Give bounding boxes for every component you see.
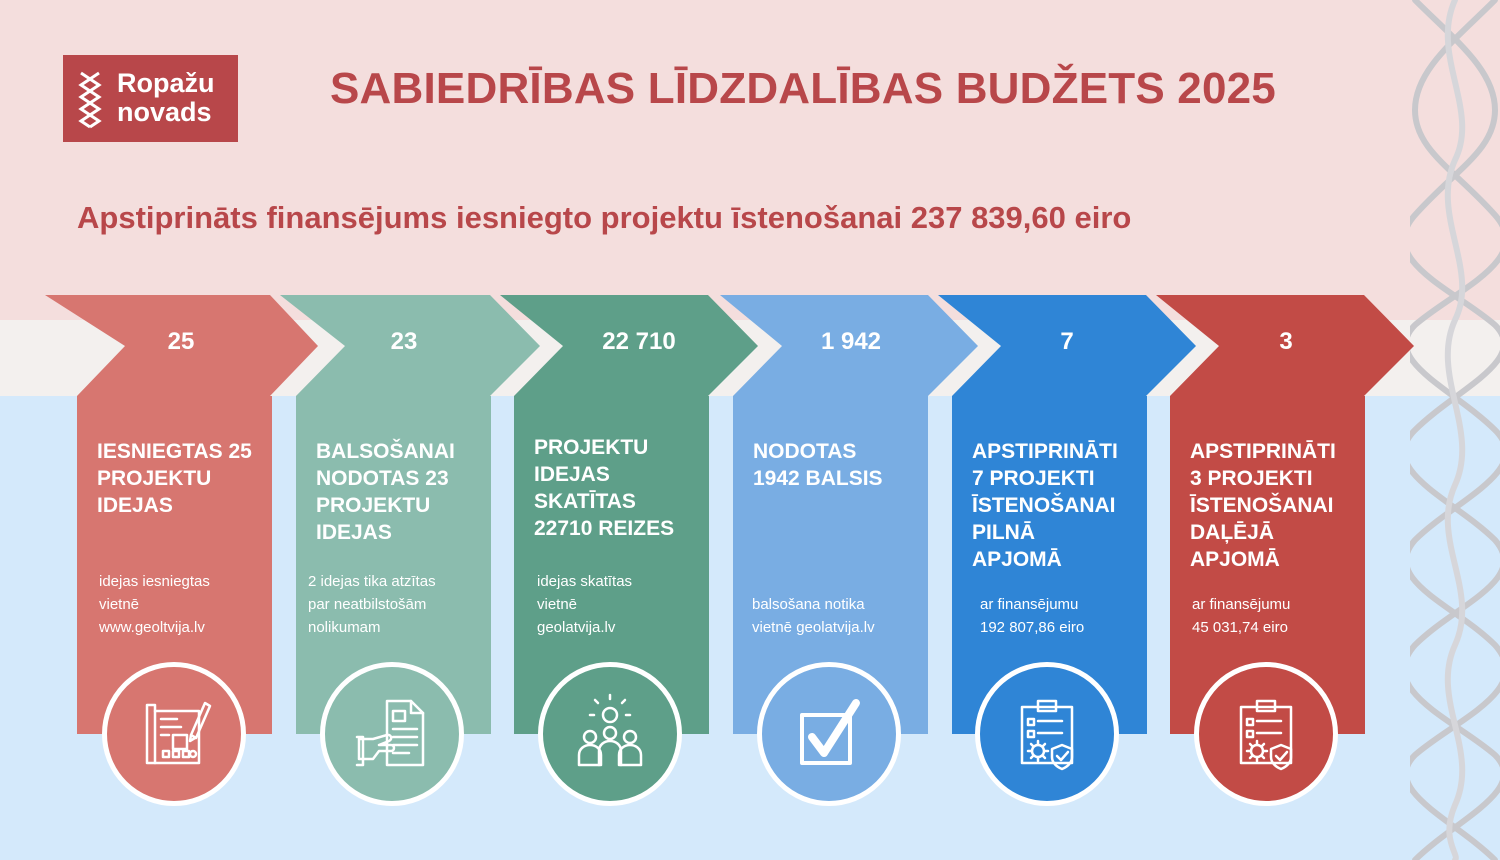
heading-line: NODOTAS 23 — [316, 467, 449, 490]
heading-line: DAĻĒJĀ — [1190, 521, 1275, 544]
step-5-number: 7 — [1060, 328, 1074, 355]
heading-line: IESNIEGTAS 25 — [97, 440, 252, 463]
heading-line: PROJEKTU — [316, 494, 431, 517]
desc-line: balsošana notika — [752, 596, 865, 613]
heading-line: 3 PROJEKTI — [1190, 467, 1313, 490]
heading-line: NODOTAS — [753, 440, 857, 463]
desc-line: idejas skatītas — [537, 573, 633, 590]
desc-line: www.geoltvija.lv — [99, 619, 205, 636]
heading-line: PROJEKTU — [97, 467, 212, 490]
step-6-number: 3 — [1279, 328, 1293, 355]
desc-line: 192 807,86 eiro — [980, 619, 1085, 636]
heading-line: APJOMĀ — [972, 548, 1062, 571]
step-3-number: 22 710 — [602, 328, 676, 355]
heading-line: APSTIPRINĀTI — [972, 440, 1118, 463]
logo-line-2: novads — [117, 97, 212, 127]
step-2-icon-circle — [320, 662, 464, 806]
heading-line: SKATĪTAS — [534, 490, 636, 513]
checkbox-icon — [800, 699, 860, 765]
arrow-step-5 — [938, 295, 1196, 396]
braid-decoration — [1410, 0, 1500, 860]
step-3-icon-circle — [538, 662, 682, 806]
step-4-number: 1 942 — [820, 328, 882, 355]
heading-line: PROJEKTU — [534, 436, 649, 459]
heading-line: PILNĀ — [972, 521, 1035, 544]
heading-line: APSTIPRINĀTI — [1190, 440, 1336, 463]
heading-line: 22710 REIZES — [534, 517, 675, 540]
people-idea-icon — [577, 693, 643, 767]
arrow-step-1 — [45, 295, 318, 396]
step-2-number: 23 — [390, 328, 418, 355]
heading-line: IDEJAS — [316, 521, 392, 544]
heading-line: BALSOŠANAI — [316, 440, 455, 463]
clipboard-gear-icon — [1239, 699, 1293, 771]
desc-line: idejas iesniegtas — [99, 573, 210, 590]
desc-line: vietnē — [99, 596, 140, 613]
step-1-icon-circle — [102, 662, 246, 806]
desc-line: vietnē geolatvija.lv — [752, 619, 875, 636]
step-5-icon-circle — [975, 662, 1119, 806]
step-5-description: ar finansējumu 192 807,86 eiro — [980, 593, 1155, 639]
logo-ornament-icon — [78, 71, 102, 129]
step-4-description: balsošana notika vietnē geolatvija.lv — [752, 593, 927, 639]
arrow-step-4 — [720, 295, 978, 396]
step-3-description: idejas skatītas vietnē geolatvija.lv — [537, 570, 712, 639]
arrow-step-3 — [500, 295, 758, 396]
step-1-heading: IESNIEGTAS 25 PROJEKTU IDEJAS — [97, 438, 272, 519]
ropazu-novads-logo: Ropažu novads — [63, 55, 238, 142]
step-6-icon-circle — [1194, 662, 1338, 806]
desc-line: 2 idejas tika atzītas — [308, 573, 436, 590]
desc-line: par neatbilstošām — [308, 596, 427, 613]
step-1-card: IESNIEGTAS 25 PROJEKTU IDEJAS idejas ies… — [77, 396, 272, 734]
step-3-heading: PROJEKTU IDEJAS SKATĪTAS 22710 REIZES — [534, 434, 709, 542]
clipboard-gear-icon — [1020, 699, 1074, 771]
step-1-number: 25 — [167, 328, 195, 355]
blueprint-drawing-icon — [145, 701, 212, 765]
step-2-heading: BALSOŠANAI NODOTAS 23 PROJEKTU IDEJAS — [316, 438, 491, 546]
arrow-step-6 — [1156, 295, 1414, 396]
step-6-description: ar finansējumu 45 031,74 eiro — [1192, 593, 1367, 639]
heading-line: IDEJAS — [534, 463, 610, 486]
desc-line: vietnē — [537, 596, 578, 613]
funding-subtitle: Apstiprināts finansējums iesniegto proje… — [77, 200, 1132, 235]
logo-line-1: Ropažu — [117, 68, 215, 98]
desc-line: ar finansējumu — [980, 596, 1079, 613]
arrow-step-2 — [280, 295, 540, 396]
heading-line: APJOMĀ — [1190, 548, 1280, 571]
desc-line: 45 031,74 eiro — [1192, 619, 1288, 636]
step-6-heading: APSTIPRINĀTI 3 PROJEKTI ĪSTENOŠANAI DAĻĒ… — [1190, 438, 1365, 573]
step-2-description: 2 idejas tika atzītas par neatbilstošām … — [308, 570, 491, 639]
desc-line: geolatvija.lv — [537, 619, 616, 636]
desc-line: nolikumam — [308, 619, 381, 636]
logo-text: Ropažu novads — [117, 69, 215, 127]
desc-line: ar finansējumu — [1192, 596, 1291, 613]
heading-line: ĪSTENOŠANAI — [1190, 494, 1334, 517]
page-title: SABIEDRĪBAS LĪDZDALĪBAS BUDŽETS 2025 — [330, 64, 1276, 113]
heading-line: 1942 BALSIS — [753, 467, 883, 490]
step-5-heading: APSTIPRINĀTI 7 PROJEKTI ĪSTENOŠANAI PILN… — [972, 438, 1147, 573]
step-arrows — [45, 295, 1414, 396]
step-4-icon-circle — [757, 662, 901, 806]
background-top — [0, 0, 1500, 320]
hand-document-icon — [355, 699, 425, 767]
step-1-description: idejas iesniegtas vietnē www.geoltvija.l… — [99, 570, 274, 639]
heading-line: ĪSTENOŠANAI — [972, 494, 1116, 517]
step-4-heading: NODOTAS 1942 BALSIS — [753, 438, 928, 492]
heading-line: IDEJAS — [97, 494, 173, 517]
heading-line: 7 PROJEKTI — [972, 467, 1095, 490]
